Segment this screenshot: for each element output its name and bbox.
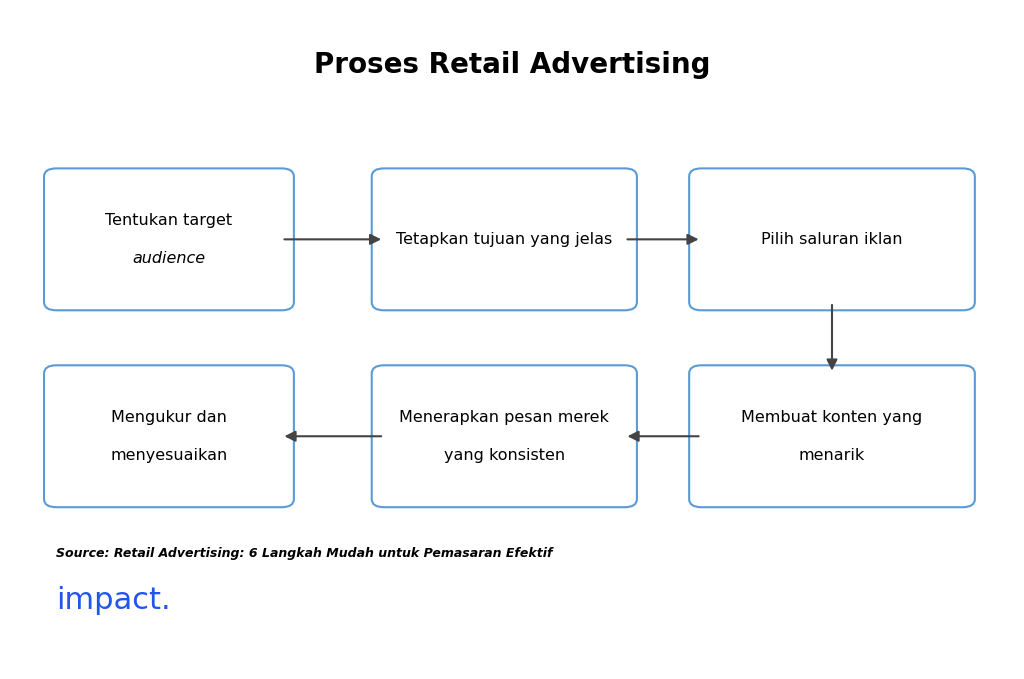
Text: yang konsisten: yang konsisten: [443, 447, 565, 463]
Text: Menerapkan pesan merek: Menerapkan pesan merek: [399, 409, 609, 425]
FancyBboxPatch shape: [689, 168, 975, 310]
Text: menarik: menarik: [799, 447, 865, 463]
FancyBboxPatch shape: [372, 365, 637, 507]
Text: menyesuaikan: menyesuaikan: [111, 447, 227, 463]
Text: impact.: impact.: [56, 587, 171, 615]
Text: Source: Retail Advertising: 6 Langkah Mudah untuk Pemasaran Efektif: Source: Retail Advertising: 6 Langkah Mu…: [56, 547, 553, 560]
Text: Tetapkan tujuan yang jelas: Tetapkan tujuan yang jelas: [396, 232, 612, 247]
Text: Pilih saluran iklan: Pilih saluran iklan: [761, 232, 903, 247]
Text: audience: audience: [132, 251, 206, 266]
FancyBboxPatch shape: [372, 168, 637, 310]
Text: Membuat konten yang: Membuat konten yang: [741, 409, 923, 425]
FancyBboxPatch shape: [689, 365, 975, 507]
FancyBboxPatch shape: [44, 168, 294, 310]
Text: Tentukan target: Tentukan target: [105, 213, 232, 228]
FancyBboxPatch shape: [44, 365, 294, 507]
Text: Mengukur dan: Mengukur dan: [111, 409, 227, 425]
Text: Proses Retail Advertising: Proses Retail Advertising: [313, 50, 711, 79]
